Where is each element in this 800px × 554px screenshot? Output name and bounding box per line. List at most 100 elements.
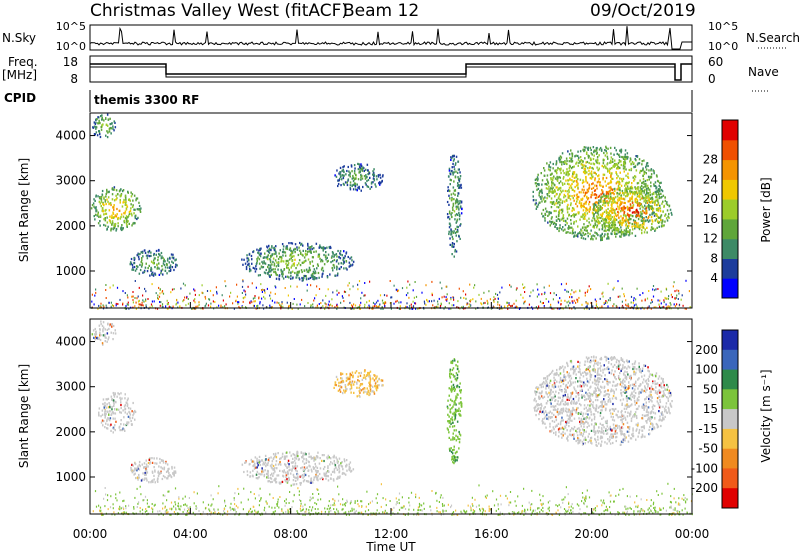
clutter-cell — [210, 494, 212, 497]
clutter-cell — [97, 307, 99, 310]
clutter-cell — [167, 511, 169, 514]
echo-cell — [562, 219, 565, 222]
echo-cell — [662, 200, 664, 203]
echo-cell — [313, 268, 316, 271]
echo-cell — [456, 230, 458, 234]
clutter-cell — [466, 510, 468, 513]
echo-cell — [338, 255, 340, 259]
echo-cell — [657, 209, 660, 212]
echo-cell — [169, 269, 172, 272]
clutter-cell — [676, 510, 678, 513]
clutter-cell — [165, 305, 167, 308]
clutter-cell — [504, 305, 506, 308]
echo-cell — [564, 189, 567, 193]
echo-cell — [309, 248, 311, 251]
clutter-cell — [482, 511, 484, 514]
echo-cell — [625, 174, 627, 177]
clutter-cell — [308, 508, 310, 511]
echo-cell — [282, 248, 285, 251]
echo-cell — [570, 167, 573, 170]
echo-cell — [451, 245, 453, 248]
echo-cell — [584, 201, 587, 204]
echo-cell — [559, 224, 561, 227]
echo-cell — [613, 228, 615, 232]
clutter-cell — [268, 505, 270, 508]
echo-cell — [158, 267, 160, 270]
echo-cell — [447, 186, 449, 189]
echo-cell — [107, 322, 109, 325]
clutter-cell — [139, 303, 141, 306]
echo-cell — [616, 188, 618, 191]
echo-cell — [634, 187, 637, 190]
echo-cell — [619, 224, 621, 227]
echo-cell — [361, 174, 363, 177]
echo-cell — [458, 215, 461, 218]
echo-cell — [134, 222, 136, 225]
echo-cell — [632, 205, 634, 208]
clutter-cell — [112, 507, 114, 510]
echo-cell — [252, 266, 255, 269]
echo-cell — [273, 252, 275, 256]
echo-cell — [613, 221, 615, 224]
clutter-cell — [220, 305, 222, 308]
echo-cell — [649, 201, 652, 204]
echo-cell — [121, 205, 124, 208]
clutter-cell — [633, 306, 635, 309]
echo-cell — [592, 208, 594, 211]
clutter-band — [92, 482, 693, 516]
echo-cell — [329, 273, 331, 276]
echo-cell — [611, 211, 614, 214]
echo-cell — [639, 198, 641, 201]
echo-cell — [582, 185, 585, 188]
clutter-cell — [421, 504, 423, 507]
echo-cell — [621, 219, 623, 222]
echo-cell — [591, 176, 593, 179]
echo-cell — [585, 191, 587, 194]
echo-cell — [574, 231, 576, 234]
echo-cell — [635, 197, 638, 200]
clutter-cell — [115, 302, 117, 305]
echo-cell — [154, 266, 156, 269]
echo-cell — [582, 191, 585, 194]
echo-cell — [594, 179, 596, 182]
clutter-cell — [536, 512, 538, 515]
clutter-cell — [285, 502, 287, 505]
echo-cell — [550, 206, 553, 209]
clutter-cell — [385, 511, 387, 514]
clutter-cell — [364, 510, 367, 513]
clutter-cell — [512, 511, 514, 514]
echo-cell — [451, 169, 453, 173]
clutter-cell — [354, 511, 356, 514]
echo-cell — [624, 163, 626, 166]
clutter-cell — [316, 304, 318, 307]
echo-cell — [645, 168, 648, 171]
echo-cell — [626, 205, 629, 208]
echo-cell — [331, 260, 334, 263]
clutter-cell — [493, 299, 495, 302]
echo-cell — [110, 227, 112, 230]
echo-cell — [288, 276, 290, 279]
echo-cell — [616, 201, 619, 204]
clutter-cell — [495, 509, 497, 512]
clutter-cell — [441, 296, 443, 299]
echo-cell — [331, 266, 333, 270]
echo-cell — [452, 245, 454, 248]
echo-cell — [316, 277, 318, 280]
echo-cell — [308, 246, 310, 249]
echo-cell — [585, 207, 588, 210]
clutter-cell — [348, 510, 350, 513]
echo-cell — [330, 246, 332, 249]
clutter-cell — [184, 503, 186, 506]
echo-cell — [545, 210, 548, 213]
clutter-cell — [252, 505, 254, 508]
echo-cell — [654, 190, 657, 194]
clutter-cell — [513, 513, 515, 516]
echo-cell — [99, 135, 102, 139]
echo-cell — [115, 229, 117, 232]
echo-cell — [637, 202, 640, 205]
echo-cell — [609, 200, 611, 203]
echo-cell — [589, 146, 592, 149]
echo-cell — [351, 263, 354, 266]
clutter-cell — [406, 306, 408, 309]
clutter-cell — [223, 510, 225, 512]
